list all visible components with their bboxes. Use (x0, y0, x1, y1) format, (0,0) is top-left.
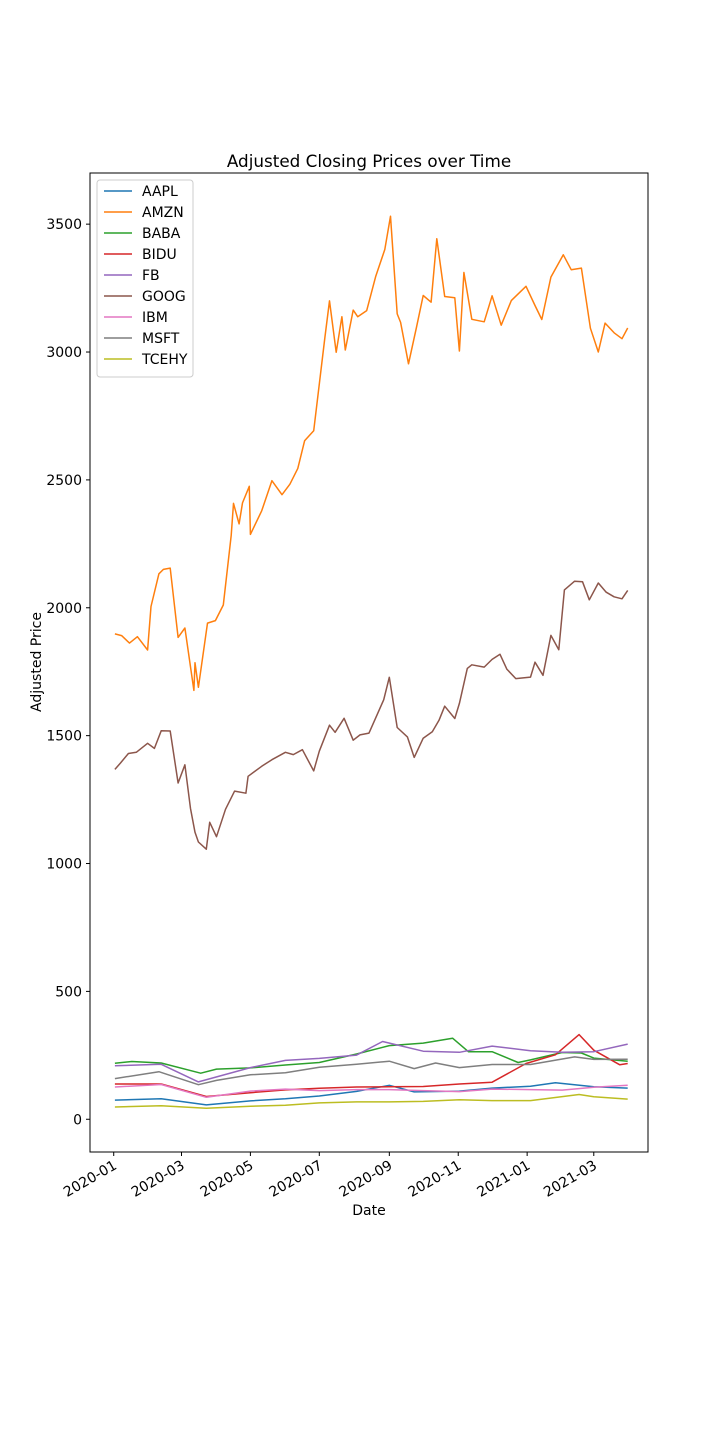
legend-label: MSFT (142, 331, 180, 347)
series-line-tcehy (114, 1093, 628, 1110)
series-line-ibm (114, 1083, 628, 1099)
series-line-msft (114, 1056, 628, 1086)
legend-label: TCEHY (141, 352, 188, 368)
legend-label: BIDU (142, 247, 177, 263)
y-tick-label: 1000 (46, 857, 82, 873)
y-tick-label: 0 (73, 1112, 82, 1128)
legend-label: BABA (142, 226, 181, 242)
series-line-fb (114, 1040, 628, 1083)
plot-lines (114, 215, 629, 1110)
y-tick-label: 2500 (46, 473, 82, 489)
x-axis-label: Date (352, 1203, 385, 1219)
legend-label: FB (142, 268, 160, 284)
series-line-aapl (114, 1081, 628, 1106)
chart-title: Adjusted Closing Prices over Time (227, 151, 511, 171)
series-line-amzn (114, 215, 629, 692)
y-axis: 0 500 1000 1500 2000 2500 3000 3500 (46, 217, 90, 1128)
legend-label: AMZN (142, 205, 184, 221)
series-line-goog (114, 580, 629, 850)
y-tick-label: 3500 (46, 217, 82, 233)
legend: AAPL AMZN BABA BIDU FB GOOG IBM MSFT TCEHY (96, 179, 194, 378)
y-tick-label: 1500 (46, 729, 82, 745)
axes-frame (89, 172, 649, 1153)
legend-label: AAPL (142, 184, 178, 200)
legend-box (96, 179, 194, 378)
y-tick-label: 3000 (46, 345, 82, 361)
series-line-bidu (114, 1033, 628, 1098)
y-tick-label: 500 (55, 984, 82, 1000)
y-tick-label: 2000 (46, 601, 82, 617)
y-axis-label: Adjusted Price (29, 612, 45, 712)
legend-label: IBM (142, 310, 168, 326)
legend-label: GOOG (142, 289, 186, 305)
